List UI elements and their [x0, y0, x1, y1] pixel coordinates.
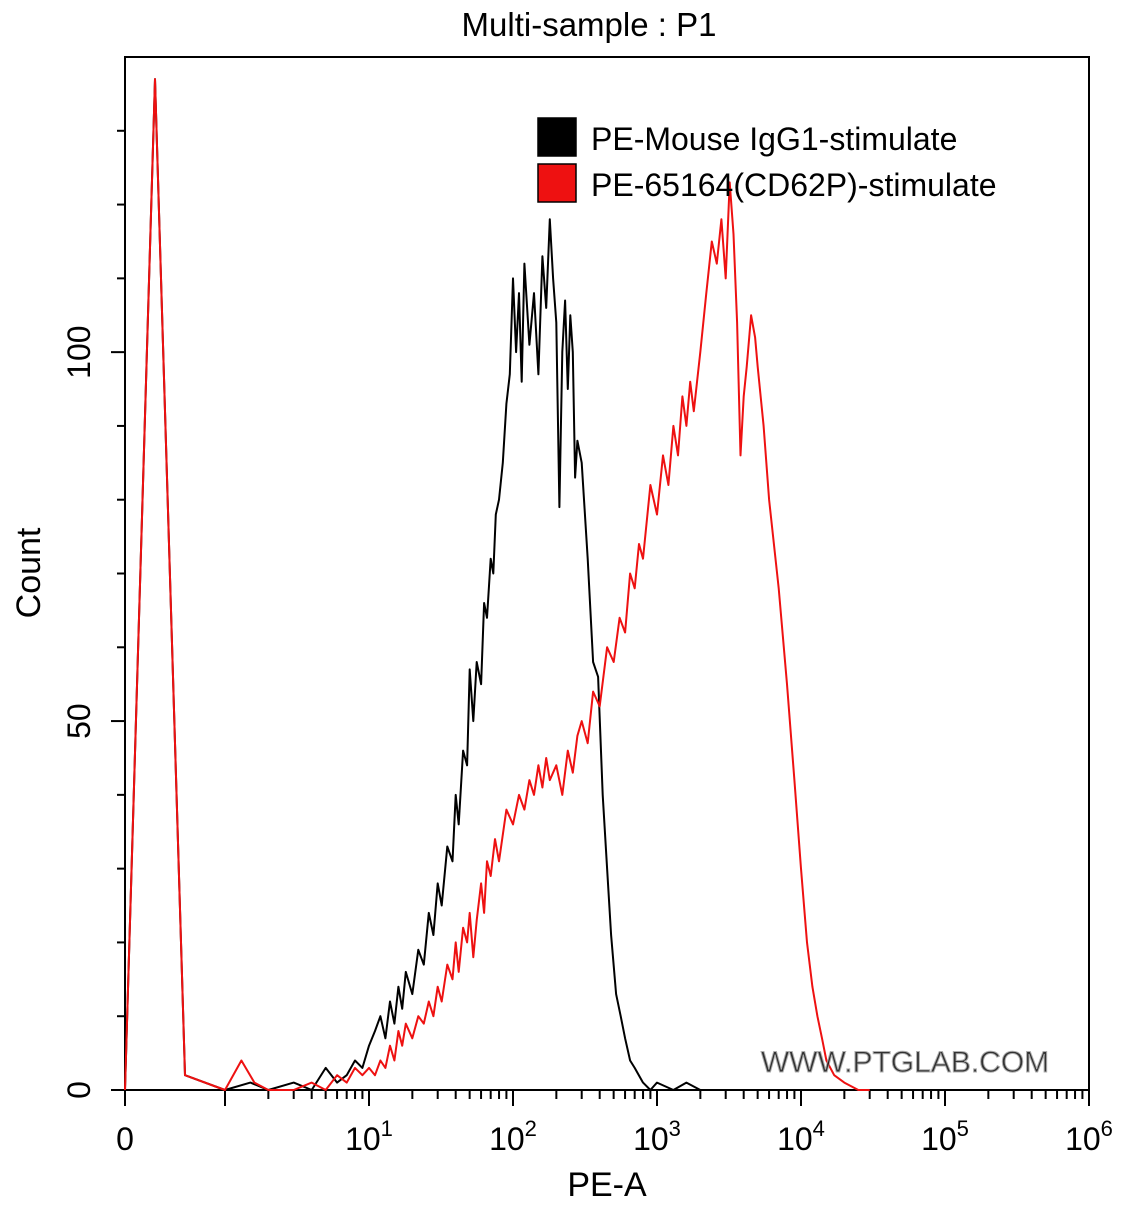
- series-layer: [124, 78, 870, 1091]
- legend-label: PE-65164(CD62P)-stimulate: [591, 167, 997, 203]
- legend-swatch: [537, 163, 577, 203]
- chart-title: Multi-sample : P1: [462, 6, 717, 43]
- x-tick-label: 104: [777, 1116, 825, 1157]
- legend-label: PE-Mouse IgG1-stimulate: [591, 121, 957, 157]
- legend-swatch: [537, 117, 577, 157]
- x-tick-label: 103: [633, 1116, 681, 1157]
- y-axis: 0 50 100: [61, 129, 125, 1099]
- x-tick-label: 106: [1065, 1116, 1113, 1157]
- x-axis-label: PE-A: [567, 1166, 647, 1204]
- x-axis: 0 101 102 103 104 105 106: [116, 1090, 1113, 1157]
- x-tick-label: 102: [489, 1116, 537, 1157]
- y-tick-label: 0: [61, 1081, 97, 1099]
- y-tick-label: 100: [61, 325, 97, 378]
- x-tick-label: 0: [116, 1121, 134, 1157]
- series-line-1: [124, 78, 870, 1091]
- x-tick-label: 105: [921, 1116, 969, 1157]
- series-line-0: [124, 78, 726, 1091]
- watermark-text: WWW.PTGLAB.COM: [761, 1046, 1049, 1079]
- y-axis-label: Count: [10, 527, 48, 618]
- x-tick-label: 101: [345, 1116, 393, 1157]
- y-tick-label: 50: [61, 703, 97, 739]
- legend: PE-Mouse IgG1-stimulate PE-65164(CD62P)-s…: [537, 117, 997, 203]
- plot-frame: [124, 56, 1090, 1091]
